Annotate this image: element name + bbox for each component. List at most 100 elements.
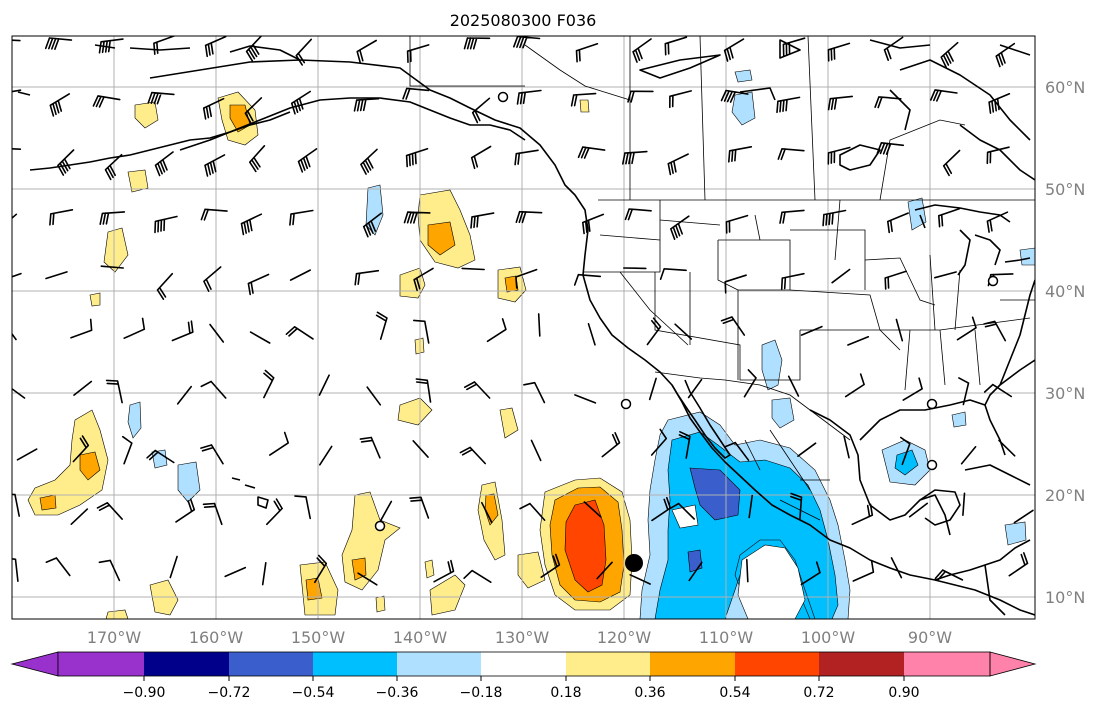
wind-barb bbox=[461, 267, 485, 271]
lon-label: 100°W bbox=[801, 628, 856, 647]
wind-barb bbox=[269, 431, 289, 456]
wind-barb bbox=[622, 150, 648, 165]
station-marker bbox=[926, 459, 938, 471]
wind-barb bbox=[146, 449, 175, 464]
wind-barb bbox=[154, 215, 178, 234]
wind-barb bbox=[720, 316, 746, 336]
neutral-hole-2 bbox=[671, 504, 699, 529]
wind-barb bbox=[530, 439, 542, 462]
wind-barb bbox=[902, 377, 923, 401]
wind-barb bbox=[169, 555, 178, 579]
hudson-bay bbox=[839, 59, 1035, 181]
colorbar-tick-label: 0.72 bbox=[803, 685, 834, 701]
wind-barb bbox=[516, 89, 542, 105]
wind-barb bbox=[240, 213, 263, 236]
wind-barb bbox=[366, 386, 382, 406]
wind-barb bbox=[362, 212, 382, 238]
wind-barb bbox=[409, 496, 430, 519]
wind-barb bbox=[908, 502, 928, 518]
lon-label: 140°W bbox=[393, 628, 448, 647]
wind-barb bbox=[852, 560, 875, 582]
wind-barb bbox=[1013, 509, 1034, 524]
wind-barb bbox=[659, 268, 687, 280]
mexico-states bbox=[744, 429, 830, 521]
wind-barb bbox=[356, 39, 377, 63]
east-coast bbox=[999, 279, 1035, 386]
wind-barb bbox=[481, 501, 493, 524]
wind-barb bbox=[724, 274, 747, 294]
wind-barb bbox=[900, 436, 911, 466]
station-marker bbox=[497, 91, 509, 103]
wind-barb bbox=[646, 317, 662, 346]
colorbar-bin bbox=[144, 652, 229, 676]
positive-patch-11 bbox=[397, 397, 433, 426]
wind-barb bbox=[678, 431, 691, 459]
positive-patch-3-orange-b bbox=[39, 494, 57, 511]
wind-barb bbox=[934, 271, 957, 279]
wind-barb bbox=[983, 320, 1007, 342]
wind-barb bbox=[800, 561, 821, 586]
wind-barb bbox=[938, 207, 961, 228]
wind-barb bbox=[294, 495, 311, 520]
positive-area-red bbox=[564, 499, 607, 593]
wind-barb bbox=[844, 373, 865, 398]
wind-barb bbox=[934, 569, 964, 581]
wind-barb bbox=[314, 554, 328, 584]
colorbar-frame bbox=[57, 651, 991, 677]
wind-barb bbox=[596, 561, 613, 580]
gulf-negative-medium bbox=[894, 449, 919, 476]
wind-barb bbox=[290, 90, 311, 115]
wind-barb bbox=[629, 574, 651, 585]
station-marker bbox=[620, 398, 632, 410]
wind-barb bbox=[537, 313, 541, 337]
colorbar-bin bbox=[313, 652, 397, 676]
wind-barb bbox=[986, 146, 1010, 165]
wind-barb bbox=[986, 211, 1009, 233]
wind-barb bbox=[209, 323, 225, 343]
colorbar-tick-label: 0.54 bbox=[719, 685, 750, 701]
blue-patch-6 bbox=[177, 461, 201, 503]
map-frame bbox=[11, 35, 1036, 620]
wind-barb bbox=[822, 209, 847, 227]
colorbar-bin bbox=[735, 652, 819, 676]
wind-barb bbox=[244, 97, 263, 124]
wind-barb bbox=[12, 332, 17, 341]
wind-barb bbox=[632, 38, 652, 63]
positive-patch-13 bbox=[517, 551, 546, 589]
map-panel bbox=[12, 36, 1035, 619]
colorbar-bin bbox=[481, 652, 566, 676]
wind-barb bbox=[297, 148, 318, 173]
wind-barb bbox=[357, 572, 378, 586]
wind-barb bbox=[470, 145, 492, 170]
colorbar-tick-label: 0.18 bbox=[550, 685, 581, 701]
wind-barb bbox=[728, 146, 753, 163]
wind-barb bbox=[99, 211, 126, 225]
wind-barb bbox=[245, 36, 263, 62]
wind-barb bbox=[577, 146, 606, 159]
wind-barb bbox=[573, 273, 602, 286]
lat-label: 10°N bbox=[1045, 588, 1085, 607]
wind-barb bbox=[843, 435, 850, 459]
wind-barb bbox=[375, 311, 388, 340]
positive-patch-19 bbox=[579, 99, 590, 113]
gulf-coast bbox=[809, 359, 1035, 536]
wind-barb bbox=[406, 44, 430, 63]
colorbar-tick-label: −0.54 bbox=[292, 685, 335, 701]
hawaii bbox=[231, 477, 269, 509]
wind-barb bbox=[360, 148, 378, 175]
wind-barb bbox=[515, 268, 538, 289]
blue-patch-4 bbox=[734, 69, 753, 83]
wind-barb bbox=[12, 39, 21, 42]
lon-label: 120°W bbox=[597, 628, 652, 647]
positive-patch-12 bbox=[499, 407, 519, 439]
canada-province-line-5 bbox=[879, 119, 966, 201]
wind-barb bbox=[582, 213, 605, 235]
wind-barb bbox=[413, 267, 434, 292]
wind-barb bbox=[624, 208, 652, 221]
wind-barb bbox=[200, 380, 227, 399]
wind-barb bbox=[777, 148, 805, 161]
wind-barb bbox=[263, 369, 275, 399]
wind-barb bbox=[574, 394, 597, 404]
wind-barb bbox=[175, 498, 196, 523]
wind-barb bbox=[147, 91, 175, 105]
